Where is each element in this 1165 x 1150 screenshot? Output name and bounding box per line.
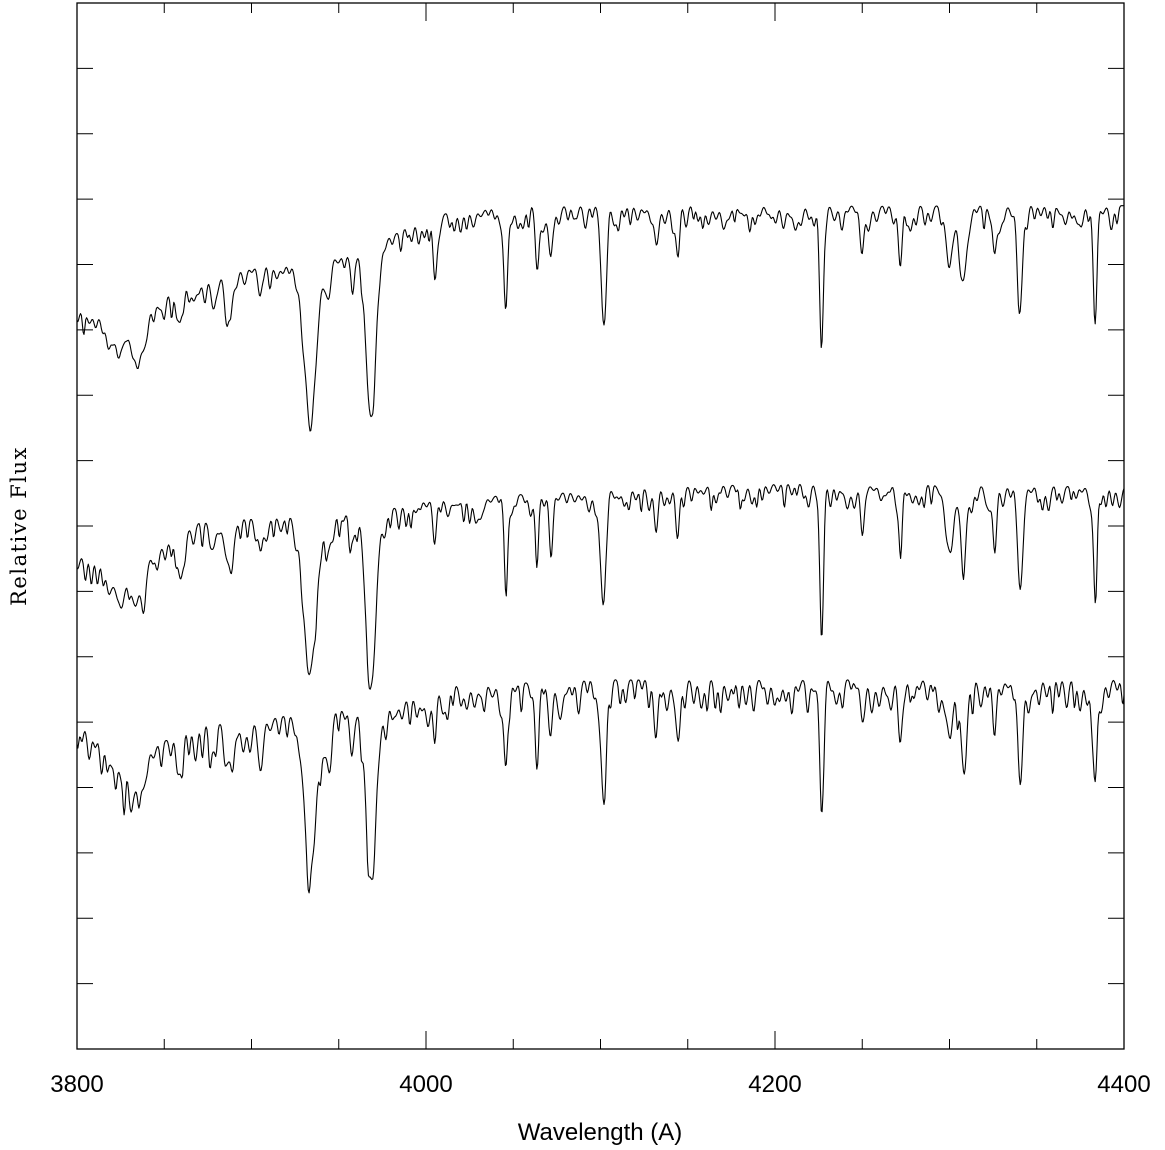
x-tick-label: 4200 [748,1071,801,1098]
spectrum-line-3 [76,679,1125,894]
spectrum-series [76,205,1125,894]
x-axis-tick-labels: 3800 4000 4200 4400 [50,1071,1150,1098]
spectrum-line-2 [76,484,1125,690]
x-axis-ticks [76,3,1125,1049]
spectrum-line-1 [76,205,1124,432]
x-tick-label: 3800 [50,1071,103,1098]
x-tick-label: 4400 [1097,1071,1150,1098]
x-axis-label: Wavelength (A) [518,1119,683,1146]
y-axis-label: Relative Flux [7,446,31,606]
x-tick-label: 4000 [399,1071,452,1098]
y-axis-ticks [77,67,1124,985]
